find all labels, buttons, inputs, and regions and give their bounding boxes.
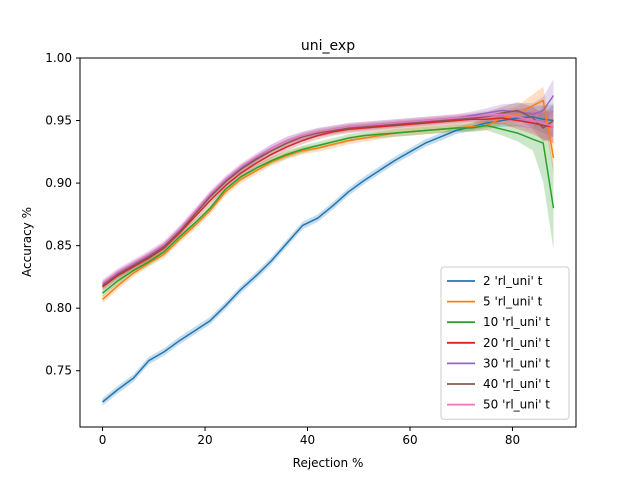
legend-label: 40 'rl_uni' t (483, 377, 550, 391)
legend: 2 'rl_uni' t 5 'rl_uni' t 10 'rl_uni' t 20 … (440, 266, 570, 420)
plot-area-frame (79, 57, 577, 428)
legend-box (440, 266, 570, 420)
series-line (102, 124, 555, 294)
legend-label: 50 'rl_uni' t (483, 398, 550, 412)
x-tick-label: 80 (505, 433, 520, 447)
chart-title: uni_exp (301, 38, 355, 54)
legend-label: 20 'rl_uni' t (483, 336, 550, 350)
series-line (102, 113, 554, 284)
legend-label: 30 'rl_uni' t (483, 356, 550, 370)
series-line (102, 116, 554, 403)
x-tick-label: 40 (300, 433, 315, 447)
series-line (102, 117, 554, 288)
y-tick-label: 0.75 (45, 364, 72, 378)
legend-label: 10 'rl_uni' t (483, 315, 550, 329)
legend-label: 5 'rl_uni' t (483, 295, 543, 309)
y-tick-label: 0.90 (45, 176, 72, 190)
series-line (102, 109, 554, 287)
x-tick-label: 0 (99, 433, 107, 447)
legend-label: 2 'rl_uni' t (483, 274, 543, 288)
y-axis-label: Accuracy % (20, 207, 34, 277)
x-axis-ticks: 0 20 40 60 80 (99, 427, 520, 447)
y-axis-ticks: 0.75 0.80 0.85 0.90 0.95 1.00 (45, 51, 80, 378)
y-tick-label: 0.80 (45, 301, 72, 315)
x-tick-label: 60 (402, 433, 417, 447)
y-tick-label: 0.85 (45, 239, 72, 253)
y-tick-label: 0.95 (45, 114, 72, 128)
y-tick-label: 1.00 (45, 51, 72, 65)
x-tick-label: 20 (197, 433, 212, 447)
series-lines (102, 95, 555, 403)
x-axis-label: Rejection % (293, 456, 364, 470)
